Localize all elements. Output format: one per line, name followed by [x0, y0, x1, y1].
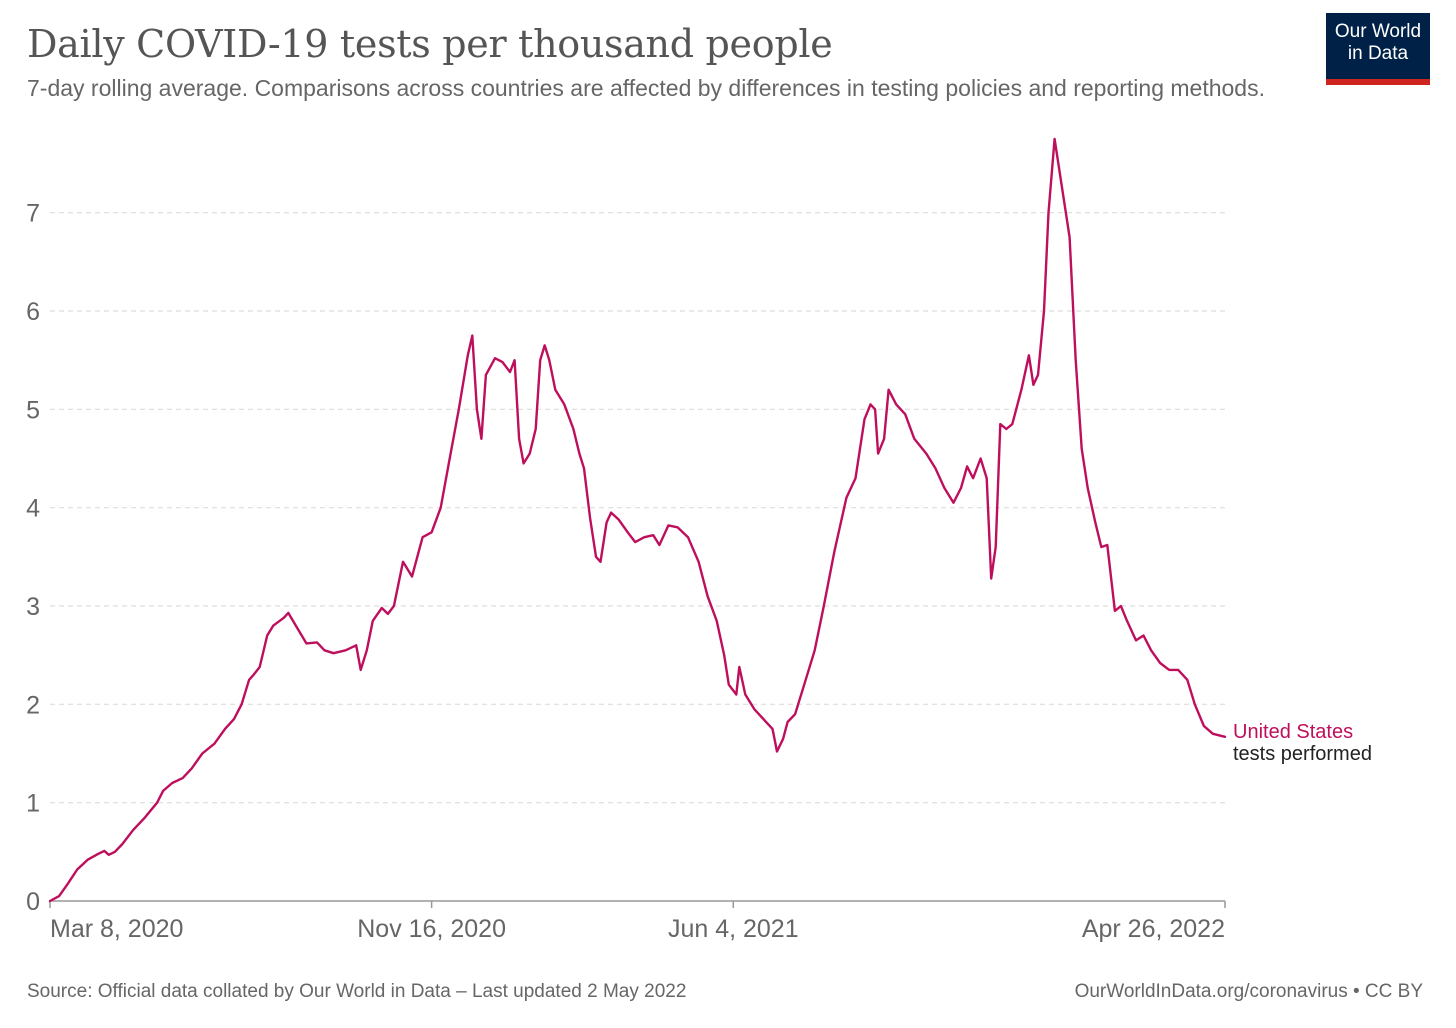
x-tick-label: Apr 26, 2022 — [1082, 915, 1225, 943]
logo-line-1: Our World — [1334, 21, 1422, 42]
y-axis-ticks: 0 1 2 3 4 5 6 7 — [26, 200, 40, 916]
source-note: Source: Official data collated by Our Wo… — [27, 981, 687, 1002]
x-tick-label: Nov 16, 2020 — [357, 915, 506, 943]
y-tick-label: 4 — [26, 495, 40, 523]
gridlines — [50, 212, 1225, 804]
chart-title: Daily COVID-19 tests per thousand people — [27, 22, 833, 66]
license-link[interactable]: OurWorldInData.org/coronavirus • CC BY — [1074, 981, 1423, 1002]
y-tick-label: 0 — [26, 888, 40, 916]
y-tick-label: 6 — [26, 298, 40, 326]
series-label-sub: tests performed — [1233, 743, 1372, 765]
owid-logo[interactable]: Our World in Data — [1326, 13, 1430, 85]
y-tick-label: 5 — [26, 396, 40, 424]
y-tick-label: 1 — [26, 790, 40, 818]
x-tick-label: Mar 8, 2020 — [50, 915, 183, 943]
y-tick-label: 7 — [26, 200, 40, 228]
y-tick-label: 3 — [26, 593, 40, 621]
logo-line-2: in Data — [1347, 43, 1409, 64]
series-label-name: United States — [1233, 721, 1353, 743]
y-tick-label: 2 — [26, 691, 40, 719]
series-line-united-states[interactable] — [48, 137, 1227, 903]
x-axis: Mar 8, 2020 Nov 16, 2020 Jun 4, 2021 Apr 26… — [49, 900, 1226, 943]
chart-subtitle: 7-day rolling average. Comparisons acros… — [27, 75, 1265, 101]
x-tick-label: Jun 4, 2021 — [668, 915, 799, 943]
